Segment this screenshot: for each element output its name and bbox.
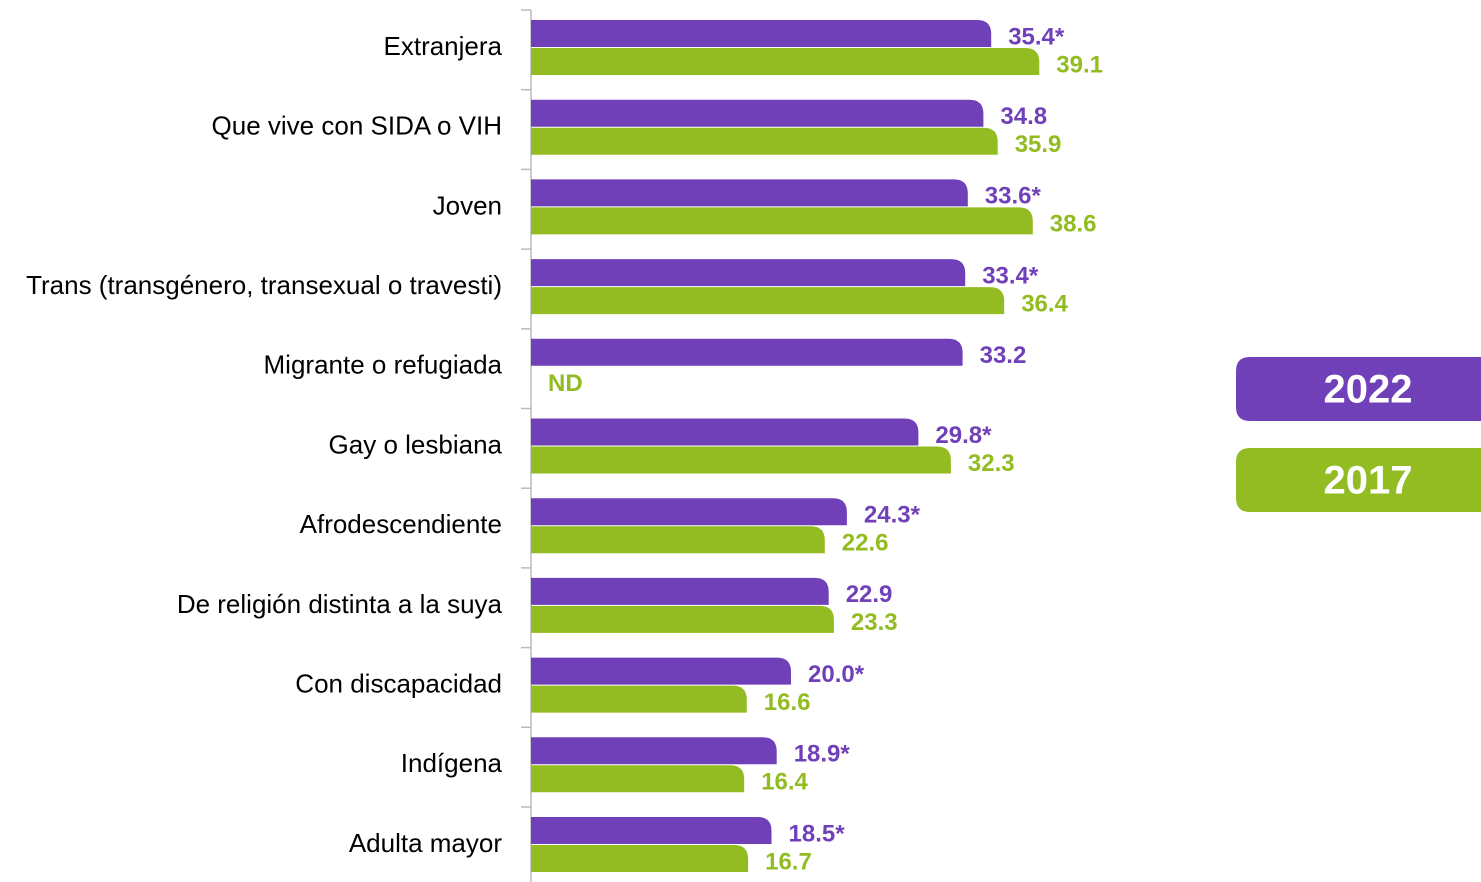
value-label: 18.5* xyxy=(789,820,846,847)
bar xyxy=(531,685,747,713)
bar xyxy=(531,737,777,765)
value-label: 16.4 xyxy=(761,769,808,796)
value-label: 23.3 xyxy=(851,609,898,636)
value-label: 18.9* xyxy=(794,741,851,768)
value-label: 20.0* xyxy=(808,661,865,688)
category-label: Que vive con SIDA o VIH xyxy=(212,111,502,141)
value-label: 33.2 xyxy=(980,342,1027,369)
category-label: Indígena xyxy=(401,748,503,778)
category-label: Trans (transgénero, transexual o travest… xyxy=(26,270,502,300)
legend-label: 2017 xyxy=(1324,459,1413,503)
bar xyxy=(531,605,834,633)
value-label: 22.9 xyxy=(846,581,893,608)
value-label: 16.7 xyxy=(765,848,812,875)
bar xyxy=(531,526,825,554)
value-label: 29.8* xyxy=(935,422,992,449)
bar xyxy=(531,48,1040,75)
value-label: 35.4* xyxy=(1008,23,1065,50)
category-label: Extranjera xyxy=(384,31,503,61)
bar xyxy=(531,446,951,474)
category-label: Migrante o refugiada xyxy=(264,350,503,380)
legend-swatch xyxy=(1236,357,1481,421)
bar xyxy=(531,287,1005,315)
bar xyxy=(531,845,749,872)
bar xyxy=(531,179,968,207)
value-label: 32.3 xyxy=(968,450,1015,477)
value-label: 16.6 xyxy=(764,689,811,716)
value-label: 36.4 xyxy=(1021,290,1068,317)
category-label: De religión distinta a la suya xyxy=(177,589,503,619)
value-label: ND xyxy=(548,370,583,397)
bar xyxy=(531,259,966,287)
bar xyxy=(531,207,1033,235)
value-label: 34.8 xyxy=(1000,103,1047,130)
bar xyxy=(531,338,963,366)
value-label: 33.6* xyxy=(985,183,1042,210)
bar xyxy=(531,657,791,685)
bar xyxy=(531,99,984,127)
value-label: 33.4* xyxy=(982,262,1039,289)
category-label: Gay o lesbiana xyxy=(329,429,503,459)
value-label: 24.3* xyxy=(864,502,921,529)
legend-label: 2022 xyxy=(1324,368,1413,412)
bar xyxy=(531,20,992,47)
bar xyxy=(531,498,847,526)
category-label: Adulta mayor xyxy=(349,828,503,858)
bar xyxy=(531,418,919,446)
bar xyxy=(531,127,998,155)
category-label: Joven xyxy=(433,190,502,220)
category-label: Afrodescendiente xyxy=(300,509,502,539)
value-label: 22.6 xyxy=(842,530,889,557)
bar xyxy=(531,577,829,605)
bar xyxy=(531,817,772,844)
bar xyxy=(531,765,745,793)
value-label: 39.1 xyxy=(1056,51,1103,78)
category-label: Con discapacidad xyxy=(295,668,502,698)
legend-swatch xyxy=(1236,448,1481,512)
value-label: 38.6 xyxy=(1050,211,1097,238)
value-label: 35.9 xyxy=(1015,131,1062,158)
